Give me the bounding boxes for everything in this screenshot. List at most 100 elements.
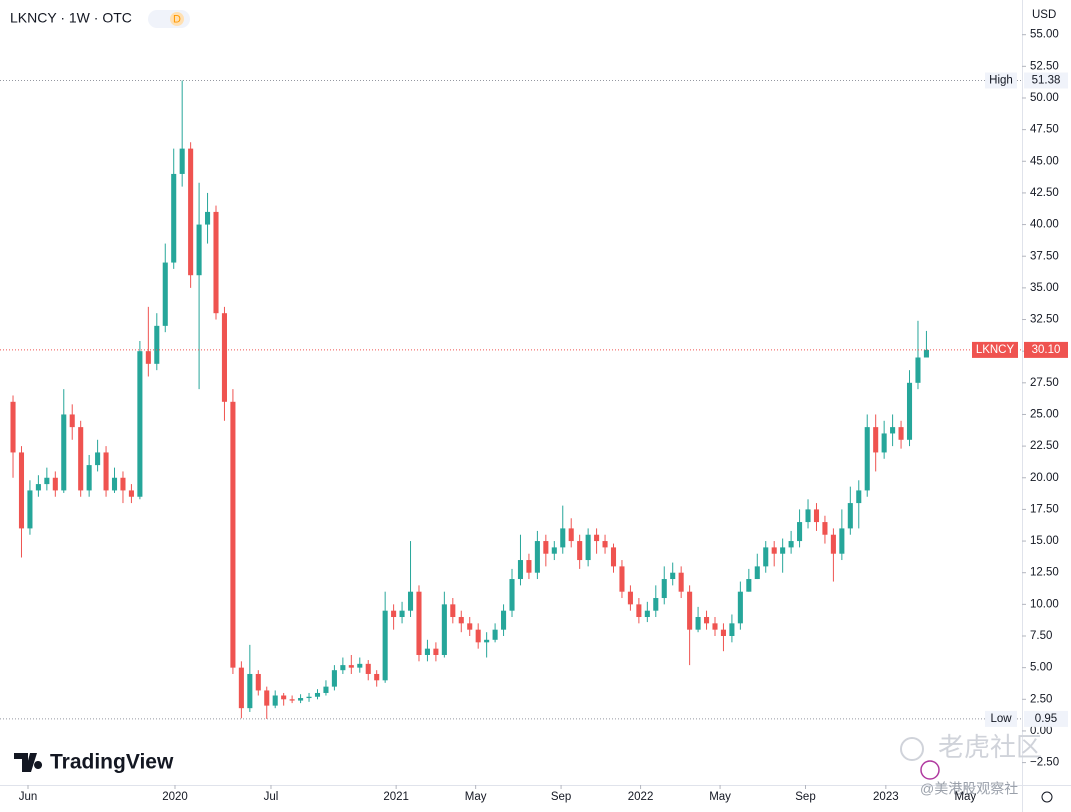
logo: TradingView bbox=[14, 751, 174, 774]
candle-body bbox=[10, 401, 16, 453]
candle-body bbox=[678, 572, 684, 592]
y-tick-label: 50.00 bbox=[1030, 92, 1059, 104]
candle-body bbox=[670, 572, 676, 580]
y-tick-label: 10.00 bbox=[1030, 598, 1059, 610]
marker-value: 30.10 bbox=[1032, 344, 1061, 356]
candle-body bbox=[365, 663, 371, 674]
y-tick-label: −2.50 bbox=[1030, 757, 1059, 769]
candle-body bbox=[69, 414, 75, 428]
y-tick-label: 17.50 bbox=[1030, 503, 1059, 515]
candle-body bbox=[35, 484, 41, 491]
candle-body bbox=[898, 427, 904, 440]
marker-label: LKNCY bbox=[976, 344, 1015, 356]
watermark-badge bbox=[920, 760, 940, 780]
candle-body bbox=[771, 547, 777, 554]
y-tick-label: 12.50 bbox=[1030, 567, 1059, 579]
candle-body bbox=[822, 522, 828, 535]
candle-body bbox=[391, 610, 397, 618]
candle-body bbox=[188, 148, 194, 276]
candle-body bbox=[407, 591, 414, 611]
candle-body bbox=[44, 477, 50, 485]
y-tick-label: 20.00 bbox=[1030, 472, 1059, 484]
candle-body bbox=[162, 262, 168, 326]
candle-body bbox=[720, 629, 726, 637]
settings-icon[interactable] bbox=[1041, 791, 1053, 803]
candle-body bbox=[712, 623, 718, 630]
candle-body bbox=[458, 617, 464, 624]
candle-body bbox=[306, 696, 312, 699]
x-tick-label: May bbox=[465, 791, 487, 803]
candle-body bbox=[213, 211, 219, 314]
y-tick-label: 35.00 bbox=[1030, 282, 1059, 294]
y-tick-label: 42.50 bbox=[1030, 187, 1059, 199]
candle-body bbox=[763, 547, 769, 567]
candle-body bbox=[568, 528, 574, 542]
candle-body bbox=[416, 591, 422, 655]
x-tick-label: 2021 bbox=[383, 791, 409, 803]
candle-body bbox=[797, 522, 803, 542]
marker-value: 0.95 bbox=[1035, 713, 1057, 725]
candle-body bbox=[238, 667, 244, 709]
candle-body bbox=[585, 534, 591, 561]
candle-body bbox=[492, 629, 498, 640]
candle-body bbox=[382, 610, 388, 681]
candle-body bbox=[627, 591, 633, 605]
candle-body bbox=[873, 427, 879, 453]
candle-body bbox=[348, 665, 354, 668]
candle-body bbox=[526, 560, 532, 573]
marker-label: Low bbox=[990, 713, 1012, 725]
candle-body bbox=[289, 699, 295, 701]
candle-body bbox=[729, 623, 735, 637]
x-tick-label: 2020 bbox=[162, 791, 188, 803]
candle-body bbox=[602, 541, 608, 548]
candle-body bbox=[154, 325, 160, 364]
candle-body bbox=[357, 663, 363, 668]
candle-body bbox=[230, 401, 236, 668]
y-tick-label: 0.00 bbox=[1030, 725, 1052, 737]
y-tick-label: 52.50 bbox=[1030, 60, 1059, 72]
marker-value-bg bbox=[1024, 72, 1068, 89]
candle-body bbox=[264, 690, 270, 706]
y-tick-label: 2.50 bbox=[1030, 693, 1052, 705]
y-tick-label: 15.00 bbox=[1030, 535, 1059, 547]
watermark-handle: @美港股观察社 bbox=[920, 781, 1018, 797]
x-tick-label: Sep bbox=[795, 791, 815, 803]
y-tick-label: 47.50 bbox=[1030, 124, 1059, 136]
y-tick-label: 7.50 bbox=[1030, 630, 1052, 642]
candle-body bbox=[915, 357, 921, 383]
x-tick-label: 2023 bbox=[873, 791, 899, 803]
y-tick-label: 55.00 bbox=[1030, 29, 1059, 41]
y-tick-label: 5.00 bbox=[1030, 662, 1052, 674]
candle-body bbox=[780, 547, 786, 554]
x-tick-label: May bbox=[709, 791, 731, 803]
candle-body bbox=[636, 604, 642, 618]
candle-body bbox=[399, 610, 405, 618]
candle-body bbox=[78, 427, 84, 491]
candle-body bbox=[881, 433, 887, 453]
candle-body bbox=[27, 490, 33, 529]
y-tick-label: 22.50 bbox=[1030, 440, 1059, 452]
x-tick-label: Jun bbox=[19, 791, 38, 803]
candle-body bbox=[695, 617, 701, 630]
candle-body bbox=[560, 528, 566, 548]
candle-body bbox=[543, 541, 549, 554]
candle-body bbox=[534, 541, 540, 573]
candle-body bbox=[314, 692, 321, 697]
candle-body bbox=[746, 579, 752, 592]
candle-body bbox=[111, 477, 118, 491]
badge: D bbox=[173, 13, 181, 25]
candle-body bbox=[856, 490, 862, 504]
candle-body bbox=[517, 560, 524, 580]
candle-body bbox=[281, 695, 287, 700]
y-tick-label: 45.00 bbox=[1030, 155, 1059, 167]
y-tick-label: 32.50 bbox=[1030, 314, 1059, 326]
x-tick-label: 2022 bbox=[628, 791, 654, 803]
candle-body bbox=[18, 452, 25, 529]
candle-body bbox=[103, 452, 109, 491]
candle-body bbox=[95, 452, 101, 466]
candle-body bbox=[687, 591, 693, 630]
candle-body bbox=[501, 610, 507, 630]
candle-body bbox=[813, 509, 820, 523]
x-tick-label: Jul bbox=[264, 791, 279, 803]
